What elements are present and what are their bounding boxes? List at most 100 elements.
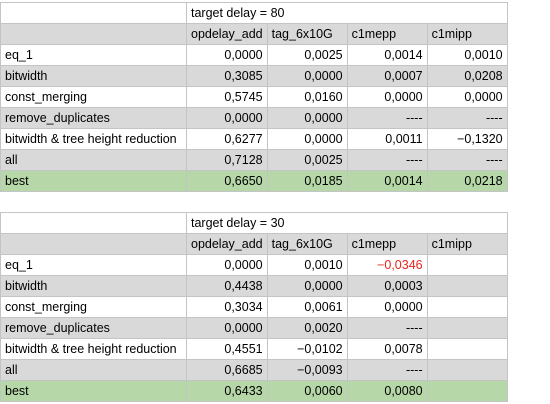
table-cell[interactable]: ---- — [346, 359, 428, 381]
row-label[interactable]: eq_1 — [0, 254, 187, 276]
row-label[interactable]: remove_duplicates — [0, 317, 187, 339]
row-label[interactable]: remove_duplicates — [0, 107, 187, 129]
table-cell[interactable]: 0,0000 — [266, 128, 348, 150]
table-cell[interactable]: 0,6650 — [186, 170, 268, 192]
column-header-row: opdelay_add tag_6x10G c1mepp c1mipp — [0, 23, 508, 45]
table-row: const_merging 0,3034 0,0061 0,0000 — [0, 296, 508, 318]
table-cell[interactable] — [426, 338, 508, 360]
table-cell[interactable]: 0,6685 — [186, 359, 268, 381]
table-cell[interactable]: 0,0060 — [266, 380, 348, 402]
table-cell[interactable]: 0,0000 — [186, 254, 268, 276]
table-cell[interactable]: 0,0025 — [266, 44, 348, 66]
table-cell[interactable]: 0,0020 — [266, 317, 348, 339]
table-title-row: target delay = 80 — [0, 2, 508, 24]
row-label[interactable]: bitwidth & tree height reduction — [0, 128, 187, 150]
column-header[interactable]: c1mipp — [426, 233, 508, 255]
table-cell[interactable]: 0,0000 — [186, 317, 268, 339]
table-cell[interactable]: 0,6277 — [186, 128, 268, 150]
row-label[interactable]: const_merging — [0, 296, 187, 318]
column-header[interactable]: opdelay_add — [186, 233, 268, 255]
table-cell[interactable]: 0,6433 — [186, 380, 268, 402]
column-header[interactable]: c1mepp — [346, 23, 428, 45]
table-cell[interactable]: 0,4438 — [186, 275, 268, 297]
row-label[interactable]: all — [0, 149, 187, 171]
table-cell[interactable]: 0,0000 — [346, 296, 428, 318]
table-cell[interactable]: 0,0000 — [266, 107, 348, 129]
table-cell[interactable]: 0,0010 — [266, 254, 348, 276]
row-label[interactable]: bitwidth — [0, 275, 187, 297]
best-row: best 0,6650 0,0185 0,0014 0,0218 — [0, 170, 508, 192]
table-cell[interactable]: 0,0000 — [186, 44, 268, 66]
row-label[interactable]: bitwidth — [0, 65, 187, 87]
table-row: bitwidth 0,4438 0,0000 0,0003 — [0, 275, 508, 297]
table-cell[interactable]: 0,0000 — [266, 275, 348, 297]
table-cell[interactable]: 0,0010 — [426, 44, 508, 66]
table-cell[interactable]: 0,3085 — [186, 65, 268, 87]
table-cell[interactable]: 0,0003 — [346, 275, 428, 297]
table-row: eq_1 0,0000 0,0025 0,0014 0,0010 — [0, 44, 508, 66]
column-header[interactable]: c1mipp — [426, 23, 508, 45]
empty-cell[interactable] — [0, 212, 187, 234]
row-label[interactable]: eq_1 — [0, 44, 187, 66]
empty-cell[interactable] — [0, 233, 187, 255]
table-cell[interactable]: 0,0000 — [266, 65, 348, 87]
table-row: remove_duplicates 0,0000 0,0020 ---- — [0, 317, 508, 339]
row-label[interactable]: const_merging — [0, 86, 187, 108]
empty-cell[interactable] — [0, 23, 187, 45]
table-cell[interactable]: 0,0185 — [266, 170, 348, 192]
column-header[interactable]: tag_6x10G — [266, 23, 348, 45]
table-cell[interactable]: 0,0014 — [346, 44, 428, 66]
table-cell[interactable]: ---- — [426, 107, 508, 129]
table-cell[interactable]: 0,0014 — [346, 170, 428, 192]
table-row: eq_1 0,0000 0,0010 −0,0346 — [0, 254, 508, 276]
table-cell[interactable] — [426, 380, 508, 402]
table-cell[interactable]: −0,1320 — [426, 128, 508, 150]
table-row: remove_duplicates 0,0000 0,0000 ---- ---… — [0, 107, 508, 129]
table-cell[interactable]: −0,0102 — [266, 338, 348, 360]
table-title[interactable]: target delay = 80 — [186, 2, 508, 24]
table-cell[interactable]: 0,4551 — [186, 338, 268, 360]
table-title[interactable]: target delay = 30 — [186, 212, 508, 234]
row-label[interactable]: best — [0, 170, 187, 192]
table-cell[interactable]: 0,0000 — [426, 86, 508, 108]
table-cell[interactable]: 0,0208 — [426, 65, 508, 87]
table-cell[interactable]: −0,0093 — [266, 359, 348, 381]
row-label[interactable]: best — [0, 380, 187, 402]
table-cell[interactable]: 0,0078 — [346, 338, 428, 360]
table-cell[interactable]: 0,7128 — [186, 149, 268, 171]
table-cell[interactable]: 0,0011 — [346, 128, 428, 150]
column-header[interactable]: c1mepp — [346, 233, 428, 255]
table-cell[interactable]: 0,0007 — [346, 65, 428, 87]
table-row: bitwidth 0,3085 0,0000 0,0007 0,0208 — [0, 65, 508, 87]
table-cell[interactable] — [426, 296, 508, 318]
table-row: all 0,6685 −0,0093 ---- — [0, 359, 508, 381]
table-row: all 0,7128 0,0025 ---- ---- — [0, 149, 508, 171]
table-cell[interactable]: 0,0080 — [346, 380, 428, 402]
table-cell[interactable] — [426, 359, 508, 381]
table-cell-negative[interactable]: −0,0346 — [346, 254, 428, 276]
table-cell[interactable] — [426, 254, 508, 276]
table-cell[interactable]: 0,0160 — [266, 86, 348, 108]
table-cell[interactable]: ---- — [346, 107, 428, 129]
table-cell[interactable]: 0,0218 — [426, 170, 508, 192]
table-cell[interactable]: ---- — [426, 149, 508, 171]
table-cell[interactable]: 0,0061 — [266, 296, 348, 318]
table-cell[interactable]: 0,0000 — [346, 86, 428, 108]
table-cell[interactable]: ---- — [346, 149, 428, 171]
table-cell[interactable]: 0,5745 — [186, 86, 268, 108]
results-table-delay-80: target delay = 80 opdelay_add tag_6x10G … — [0, 2, 508, 192]
table-row: const_merging 0,5745 0,0160 0,0000 0,000… — [0, 86, 508, 108]
table-cell[interactable]: 0,3034 — [186, 296, 268, 318]
table-cell[interactable]: 0,0025 — [266, 149, 348, 171]
row-label[interactable]: all — [0, 359, 187, 381]
table-cell[interactable]: 0,0000 — [186, 107, 268, 129]
row-label[interactable]: bitwidth & tree height reduction — [0, 338, 187, 360]
empty-cell[interactable] — [0, 2, 187, 24]
column-header-row: opdelay_add tag_6x10G c1mepp c1mipp — [0, 233, 508, 255]
best-row: best 0,6433 0,0060 0,0080 — [0, 380, 508, 402]
table-cell[interactable]: ---- — [346, 317, 428, 339]
table-cell[interactable] — [426, 275, 508, 297]
column-header[interactable]: opdelay_add — [186, 23, 268, 45]
column-header[interactable]: tag_6x10G — [266, 233, 348, 255]
table-cell[interactable] — [426, 317, 508, 339]
